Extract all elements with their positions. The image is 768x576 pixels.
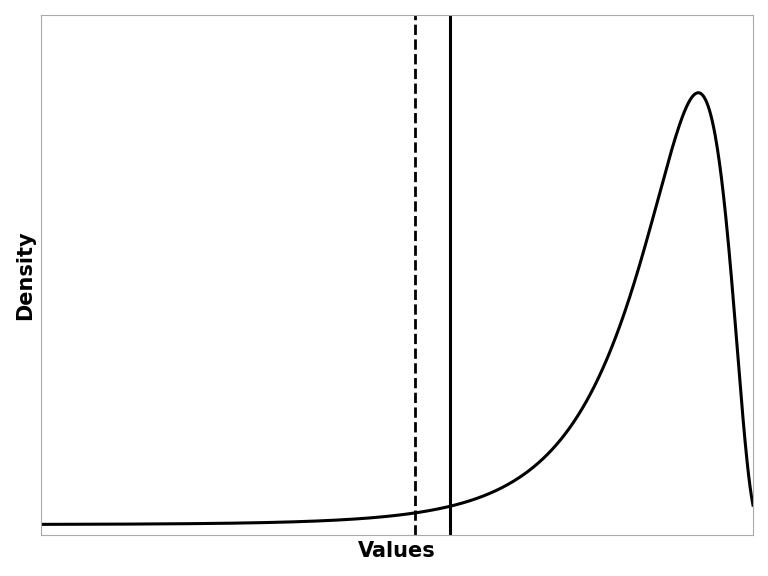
X-axis label: Values: Values (358, 541, 435, 561)
Y-axis label: Density: Density (15, 230, 35, 320)
